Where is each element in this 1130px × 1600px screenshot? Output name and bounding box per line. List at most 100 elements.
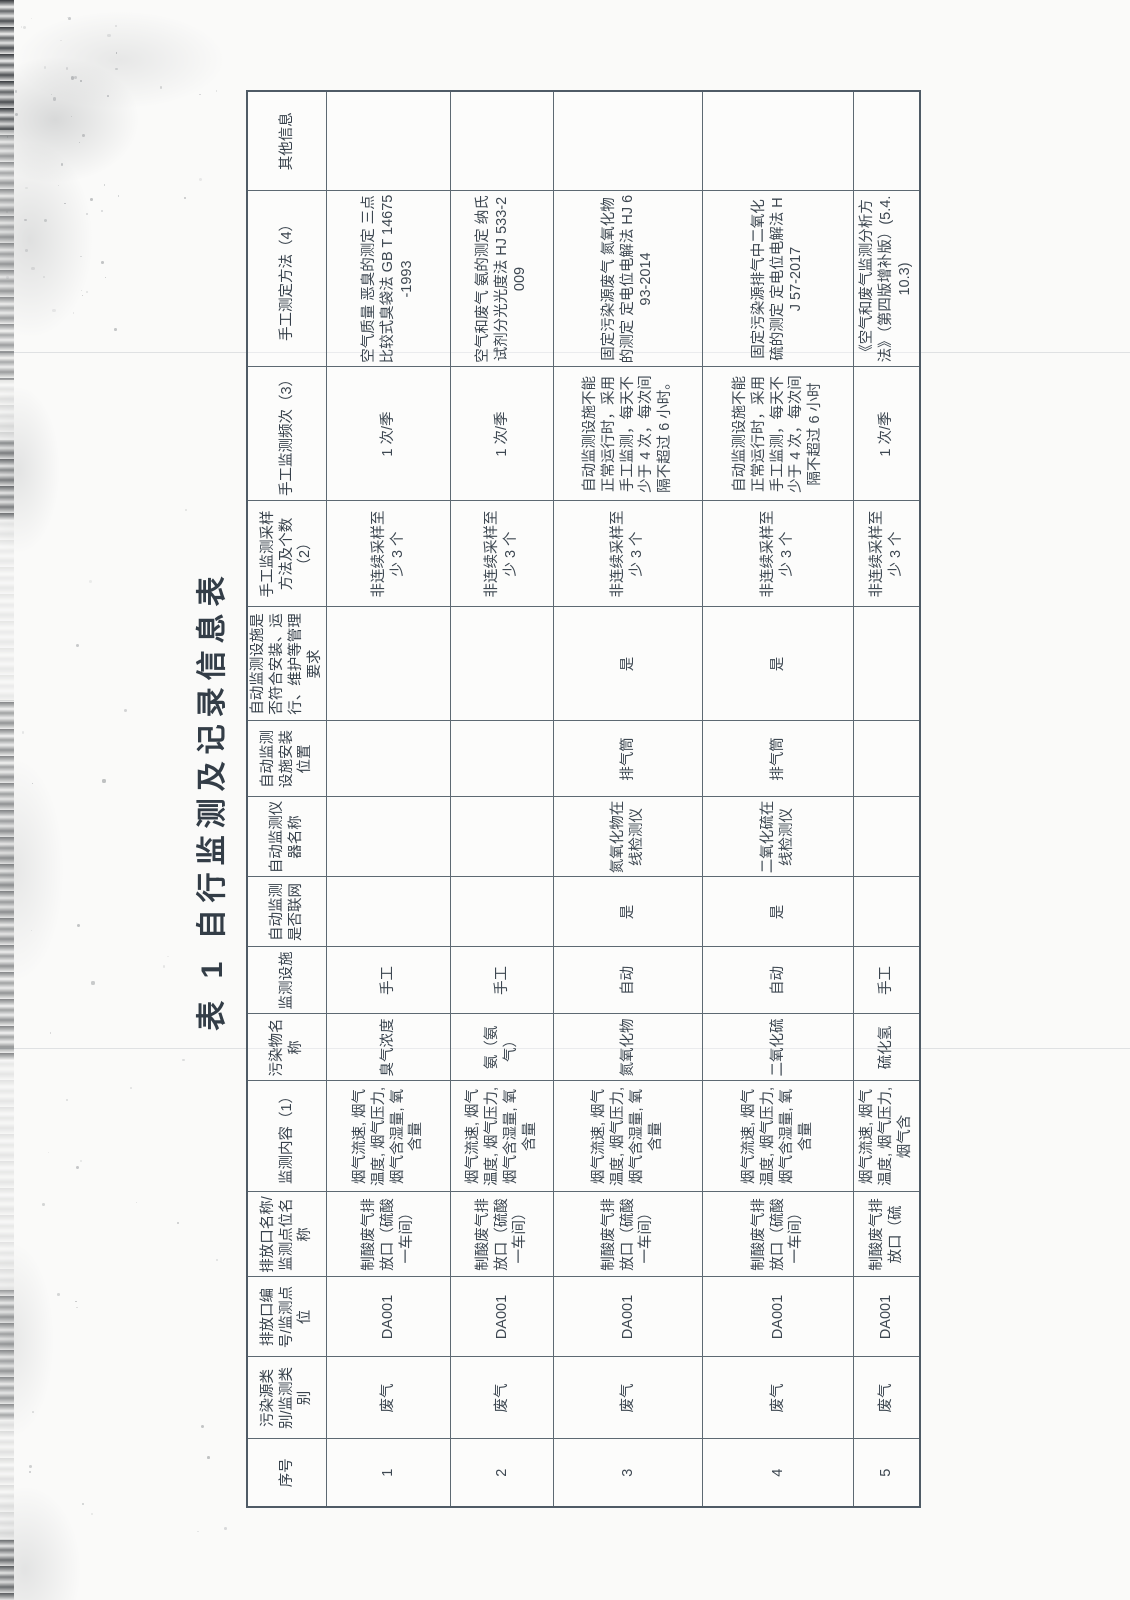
- scan-noise-speck: [14, 113, 18, 117]
- rotated-document-content: 表 1 自行监测及记录信息表 序号 污染源类别/监测类别 排放口编号/监测点位 排放口…: [190, 90, 921, 1508]
- table-cell: 烟气流速, 烟气温度, 烟气压力, 烟气含湿量, 氧含量: [450, 1081, 554, 1192]
- table-cell: 制酸废气排放口（硫酸一车间）: [326, 1192, 451, 1277]
- table-cell: 废气: [853, 1357, 920, 1439]
- scan-noise-speck: [224, 1526, 228, 1530]
- scan-artifact-line: [0, 352, 1130, 353]
- scan-noise-speck: [28, 1464, 32, 1468]
- table-cell: 废气: [553, 1357, 703, 1439]
- scan-noise-speck: [107, 95, 109, 97]
- table-cell: [326, 91, 451, 191]
- scan-noise-speck: [89, 198, 93, 202]
- scan-noise-speck: [76, 923, 80, 928]
- scan-noise-speck: [216, 876, 219, 879]
- table-cell: [702, 91, 854, 191]
- scan-noise-speck: [43, 219, 48, 223]
- scan-noise-speck: [25, 186, 28, 190]
- scan-noise-speck: [64, 202, 67, 205]
- table-cell: 空气和废气 氨的测定 纳氏试剂分光光度法 HJ 533-2009: [450, 191, 554, 367]
- table-cell: 4: [702, 1439, 854, 1507]
- scan-noise-speck: [81, 289, 83, 291]
- table-row: 3 废气 DA001 制酸废气排放口（硫酸一车间） 烟气流速, 烟气温度, 烟气压力, …: [553, 91, 703, 1507]
- table-cell: 1 次/季: [853, 367, 920, 501]
- scan-noise-speck: [6, 136, 8, 138]
- scan-noise-speck: [31, 266, 35, 270]
- table-cell: 烟气流速, 烟气温度, 烟气压力, 烟气含: [853, 1081, 920, 1192]
- scan-noise-speck: [53, 97, 57, 101]
- scan-noise-speck: [123, 708, 127, 712]
- table-cell: DA001: [326, 1277, 451, 1357]
- monitoring-table: 序号 污染源类别/监测类别 排放口编号/监测点位 排放口名称/监测点位名称 监测内容（1…: [246, 90, 921, 1508]
- scan-noise-speck: [14, 89, 18, 93]
- scan-noise-speck: [57, 1293, 61, 1296]
- scan-noise-speck: [22, 25, 27, 30]
- table-cell: [853, 797, 920, 877]
- header-cell: 手工测定方法（4）: [247, 191, 327, 367]
- table-cell: 1 次/季: [326, 367, 451, 501]
- scan-noise-speck: [21, 731, 25, 734]
- scan-noise-speck: [115, 67, 118, 71]
- header-cell: 监测内容（1）: [247, 1081, 327, 1192]
- header-cell: 污染源类别/监测类别: [247, 1357, 327, 1439]
- table-cell: DA001: [853, 1277, 920, 1357]
- table-cell: 非连续采样至少 3 个: [853, 501, 920, 607]
- scan-noise-speck: [100, 209, 104, 213]
- table-cell: [450, 721, 554, 797]
- table-cell: 2: [450, 1439, 554, 1507]
- scan-noise-speck: [115, 52, 117, 54]
- scan-noise-speck: [42, 1203, 46, 1207]
- table-cell: [853, 721, 920, 797]
- scan-noise-speck: [30, 18, 33, 20]
- scan-noise-speck: [29, 1471, 32, 1474]
- table-cell: DA001: [553, 1277, 703, 1357]
- table-cell: 排气筒: [553, 721, 703, 797]
- table-cell: 氨（氨气）: [450, 1014, 554, 1081]
- scan-noise-speck: [73, 76, 77, 80]
- table-cell: [326, 607, 451, 721]
- scan-noise-speck: [197, 1530, 199, 1533]
- table-cell: 是: [553, 877, 703, 947]
- scan-noise-speck: [76, 643, 80, 647]
- scan-noise-speck: [89, 579, 93, 583]
- table-cell: [450, 91, 554, 191]
- header-cell: 自动监测设施安装位置: [247, 721, 327, 797]
- table-cell: 制酸废气排放口（硫酸一车间）: [702, 1192, 854, 1277]
- table-cell: 自动监测设施不能正常运行时，采用手工监测，每天不少于 4 次，每次间隔不超过 6…: [702, 367, 854, 501]
- table-cell: [553, 91, 703, 191]
- scan-noise-speck: [136, 1201, 138, 1204]
- scan-noise-speck: [32, 1411, 34, 1413]
- scan-noise-speck: [86, 291, 88, 294]
- table-cell: 固定污染源排气中二氧化硫的测定 定电位电解法 HJ 57-2017: [702, 191, 854, 367]
- scan-noise-speck: [60, 163, 64, 166]
- scan-noise-speck: [78, 141, 80, 143]
- scan-noise-speck: [65, 1098, 68, 1101]
- table-cell: 二氧化硫在线检测仪: [702, 797, 854, 877]
- scan-noise-speck: [177, 1222, 180, 1225]
- table-cell: 1 次/季: [450, 367, 554, 501]
- scan-noise-speck: [81, 1503, 84, 1506]
- table-cell: 《空气和废气监测分析方法》（第四版增补版）(5.4.10.3): [853, 191, 920, 367]
- scan-noise-speck: [216, 1259, 218, 1261]
- table-cell: 非连续采样至少 3 个: [553, 501, 703, 607]
- table-cell: 手工: [450, 947, 554, 1014]
- header-cell: 监测设施: [247, 947, 327, 1014]
- table-cell: 是: [553, 607, 703, 721]
- scan-noise-speck: [101, 260, 105, 264]
- scan-noise-speck: [75, 1166, 79, 1170]
- scan-noise-speck: [104, 276, 107, 279]
- scan-noise-speck: [6, 210, 9, 213]
- table-cell: 非连续采样至少 3 个: [326, 501, 451, 607]
- scan-noise-speck: [79, 1160, 82, 1163]
- page-title: 表 1 自行监测及记录信息表: [196, 569, 229, 1031]
- table-cell: 二氧化硫: [702, 1014, 854, 1081]
- header-cell: 自动监测仪器名称: [247, 797, 327, 877]
- table-cell: 氮氧化物在线检测仪: [553, 797, 703, 877]
- table-cell: 5: [853, 1439, 920, 1507]
- scan-noise-speck: [49, 1032, 52, 1034]
- header-cell: 其他信息: [247, 91, 327, 191]
- scan-noise-speck: [200, 1424, 204, 1429]
- table-cell: 废气: [326, 1357, 451, 1439]
- table-cell: 固定污染源废气 氮氧化物的测定 定电位电解法 HJ 693-2014: [553, 191, 703, 367]
- header-cell: 手工监测采样方法及个数（2）: [247, 501, 327, 607]
- scan-noise-speck: [107, 33, 111, 37]
- table-cell: DA001: [702, 1277, 854, 1357]
